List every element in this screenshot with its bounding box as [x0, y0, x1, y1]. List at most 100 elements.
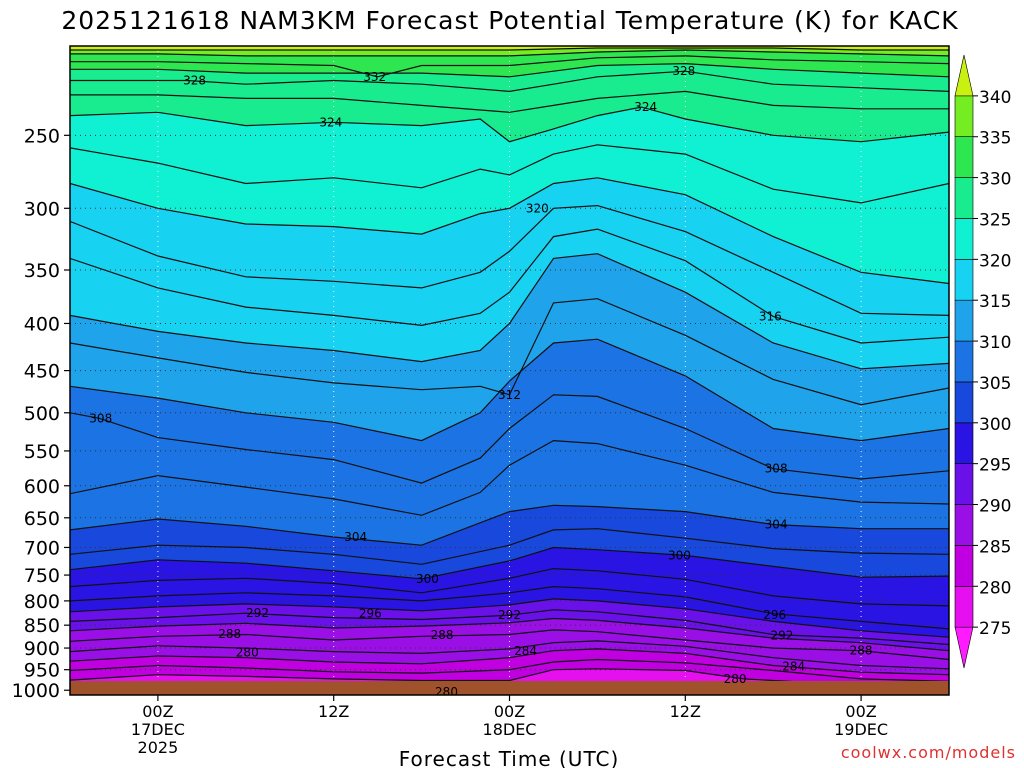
contour-label-312: 312	[498, 388, 521, 402]
contour-label-292: 292	[498, 608, 521, 622]
x-tick-label: 17DEC	[131, 720, 185, 739]
colorbar-segment	[954, 585, 974, 628]
colorbar-segment	[954, 218, 974, 260]
colorbar-segment	[954, 177, 974, 219]
isentrope-322	[70, 144, 949, 204]
isentrope-304	[70, 504, 949, 546]
contour-label-300: 300	[416, 572, 439, 586]
x-tick-label: 12Z	[670, 702, 701, 721]
contour-label-288: 288	[218, 627, 241, 641]
colorbar-segment	[954, 136, 974, 178]
contour-label-288: 288	[850, 644, 873, 658]
isentrope-336	[70, 47, 949, 51]
colorbar-label: 330	[979, 170, 1011, 190]
colorbar-label: 275	[979, 619, 1011, 639]
colorbar-segment	[954, 54, 974, 97]
colorbar-label: 295	[979, 456, 1011, 476]
isentrope-282	[70, 658, 949, 682]
credit-text[interactable]: coolwx.com/models	[841, 743, 1016, 762]
contour-label-292: 292	[246, 606, 269, 620]
y-tick-label: 300	[24, 198, 60, 220]
isentrope-290	[70, 617, 949, 652]
colorbar-label: 305	[979, 374, 1011, 394]
contour-label-300: 300	[668, 548, 691, 562]
x-axis-label: Forecast Time (UTC)	[399, 747, 620, 768]
y-tick-label: 750	[24, 565, 60, 587]
isentrope-300	[70, 546, 949, 580]
colorbar-label: 300	[979, 415, 1011, 435]
y-tick-label: 700	[24, 537, 60, 559]
contour-label-280: 280	[236, 645, 259, 659]
isentrope-280	[70, 668, 949, 688]
contour-label-296: 296	[763, 608, 786, 622]
x-tick-label: 00Z	[142, 702, 173, 721]
y-tick-label: 600	[24, 476, 60, 498]
y-tick-label: 550	[24, 441, 60, 463]
contour-label-296: 296	[359, 607, 382, 621]
contour-label-320: 320	[526, 201, 549, 215]
plot-area: 328 332 328 324 324 320 316 312 308 308 304 304 300 3…	[70, 46, 949, 699]
y-tick-label: 400	[24, 313, 60, 335]
x-tick-label: 00Z	[845, 702, 876, 721]
y-tick-label: 450	[24, 361, 60, 383]
contour-label-288: 288	[431, 628, 454, 642]
y-tick-label: 900	[24, 638, 60, 660]
isentrope-328	[70, 70, 949, 93]
contour-label-284: 284	[514, 644, 537, 658]
x-tick-label: 12Z	[318, 702, 349, 721]
colorbar-segment	[954, 381, 974, 424]
contour-label-292: 292	[771, 628, 794, 642]
contour-labels: 328 332 328 324 324 320 316 312 308 308 304 304 300 3…	[89, 64, 873, 699]
colorbar-segment	[954, 545, 974, 587]
colorbar-label: 290	[979, 497, 1011, 517]
colorbar-label: 310	[979, 333, 1011, 353]
isentrope-318	[70, 204, 949, 316]
colorbar-segment	[954, 340, 974, 383]
colorbar-label: 320	[979, 251, 1011, 271]
x-tick-label: 18DEC	[483, 720, 537, 739]
isentrope-324	[70, 106, 949, 143]
colorbar-label: 325	[979, 210, 1011, 230]
isentrope-316	[70, 228, 949, 344]
isentrope-334	[70, 49, 949, 57]
y-tick-label: 350	[24, 260, 60, 282]
x-tick-label: 00Z	[494, 702, 525, 721]
isentrope-284	[70, 648, 949, 676]
isentrope-294	[70, 598, 949, 638]
ground-terrain	[70, 681, 949, 695]
colorbar: 275 280 285 290 295 300 305 310 315 320 325 330 335 3…	[954, 54, 1011, 669]
colorbar-label: 335	[979, 129, 1011, 149]
colorbar-label: 340	[979, 88, 1011, 108]
contour-label-304: 304	[344, 530, 367, 544]
contour-label-324: 324	[319, 115, 342, 129]
isentrope-326	[70, 90, 949, 113]
contour-label-284: 284	[782, 660, 805, 674]
contour-label-332: 332	[363, 70, 386, 84]
colorbar-segment	[954, 95, 974, 138]
isentrope-298	[70, 567, 949, 607]
contour-label-316: 316	[759, 309, 782, 323]
y-tick-label: 800	[24, 591, 60, 613]
y-tick-label: 1000	[12, 680, 60, 702]
y-tick-label: 250	[24, 125, 60, 147]
colorbar-label: 315	[979, 292, 1011, 312]
contour-label-280: 280	[435, 685, 458, 699]
colorbar-segment	[954, 463, 974, 505]
contour-label-308: 308	[765, 462, 788, 476]
colorbar-label: 285	[979, 537, 1011, 557]
x-tick-label: 2025	[138, 738, 179, 757]
chart-title: 2025121618 NAM3KM Forecast Potential Tem…	[61, 6, 958, 35]
isentrope-330	[70, 62, 949, 78]
isentrope-332	[70, 55, 949, 78]
y-tick-label: 500	[24, 403, 60, 425]
isentrope-308	[70, 394, 949, 484]
contour-label-324: 324	[634, 100, 657, 114]
contour-label-304: 304	[765, 518, 788, 532]
contour-label-328: 328	[672, 64, 695, 78]
isentrope-302	[70, 528, 949, 565]
x-tick-label: 19DEC	[834, 720, 888, 739]
isentrope-310	[70, 338, 949, 442]
isentrope-306	[70, 439, 949, 516]
